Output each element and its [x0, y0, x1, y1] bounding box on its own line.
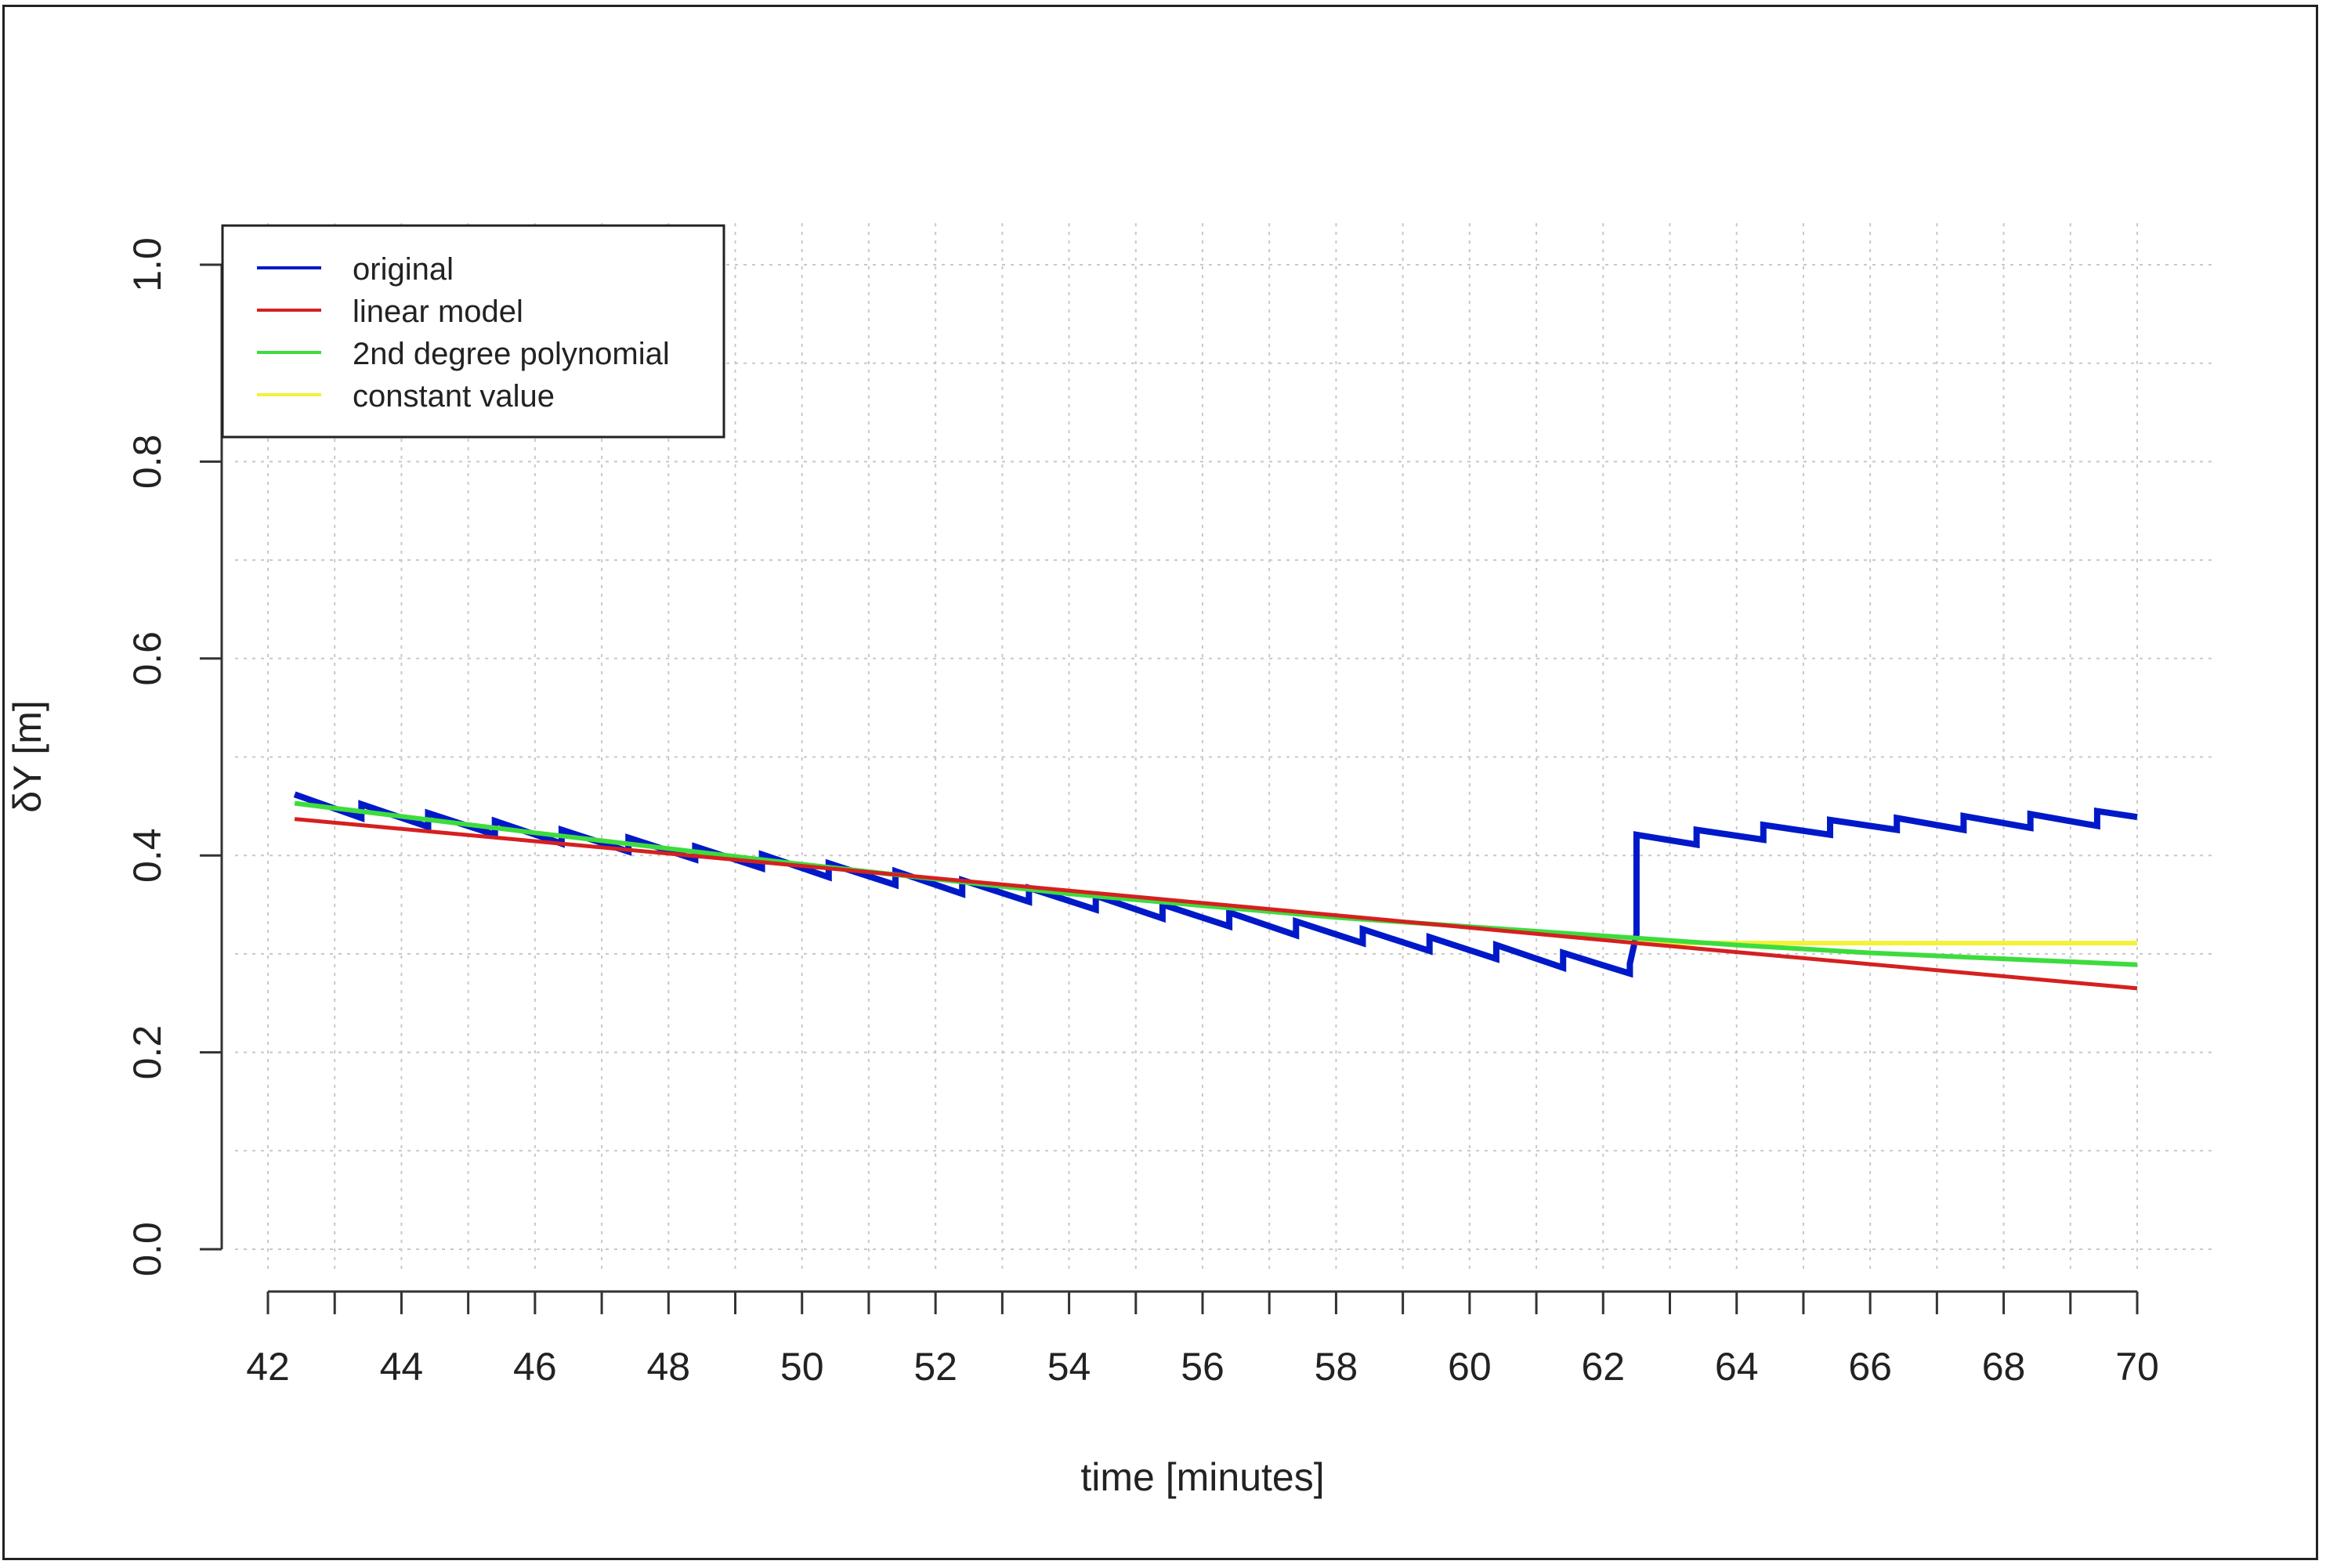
x-axis-label: time [minutes] — [1080, 1455, 1324, 1499]
y-tick-label: 0.0 — [125, 1222, 169, 1277]
y-tick-label: 0.4 — [125, 828, 169, 883]
x-tick-label: 54 — [1047, 1345, 1091, 1389]
x-tick-label: 46 — [513, 1345, 557, 1389]
plot-frame — [2, 5, 2318, 1560]
x-tick-label: 60 — [1448, 1345, 1492, 1389]
x-tick-label: 58 — [1315, 1345, 1358, 1389]
legend: original linear model 2nd degree polynomia… — [221, 224, 725, 439]
y-tick-label: 0.8 — [125, 435, 169, 490]
y-axis-label: δY [m] — [5, 700, 49, 813]
x-tick-label: 48 — [646, 1345, 690, 1389]
x-tick-label: 52 — [913, 1345, 957, 1389]
x-tick-label: 68 — [1982, 1345, 2026, 1389]
ticks: 42 44 46 48 50 52 54 56 58 60 62 64 66 68 70 0.0 0.2 0.4 0… — [125, 237, 2159, 1389]
y-tick-label: 1.0 — [125, 237, 169, 292]
series-group — [293, 791, 2138, 991]
x-tick-label: 64 — [1715, 1345, 1759, 1389]
x-tick-label: 66 — [1848, 1345, 1892, 1389]
grid — [235, 223, 2217, 1269]
series-line-original — [293, 791, 2138, 978]
y-tick-label: 0.6 — [125, 631, 169, 686]
y-tick-label: 0.2 — [125, 1025, 169, 1080]
x-tick-label: 62 — [1581, 1345, 1625, 1389]
legend-label: linear model — [353, 294, 523, 329]
x-tick-label: 70 — [2115, 1345, 2159, 1389]
series-line-linear-model — [294, 817, 2138, 991]
legend-label: constant value — [353, 379, 555, 414]
legend-label: original — [353, 252, 454, 287]
x-tick-label: 44 — [380, 1345, 424, 1389]
x-tick-label: 42 — [246, 1345, 290, 1389]
legend-label: 2nd degree polynomial — [353, 337, 670, 371]
legend-box — [221, 224, 725, 439]
x-tick-label: 50 — [780, 1345, 824, 1389]
x-tick-label: 56 — [1181, 1345, 1224, 1389]
